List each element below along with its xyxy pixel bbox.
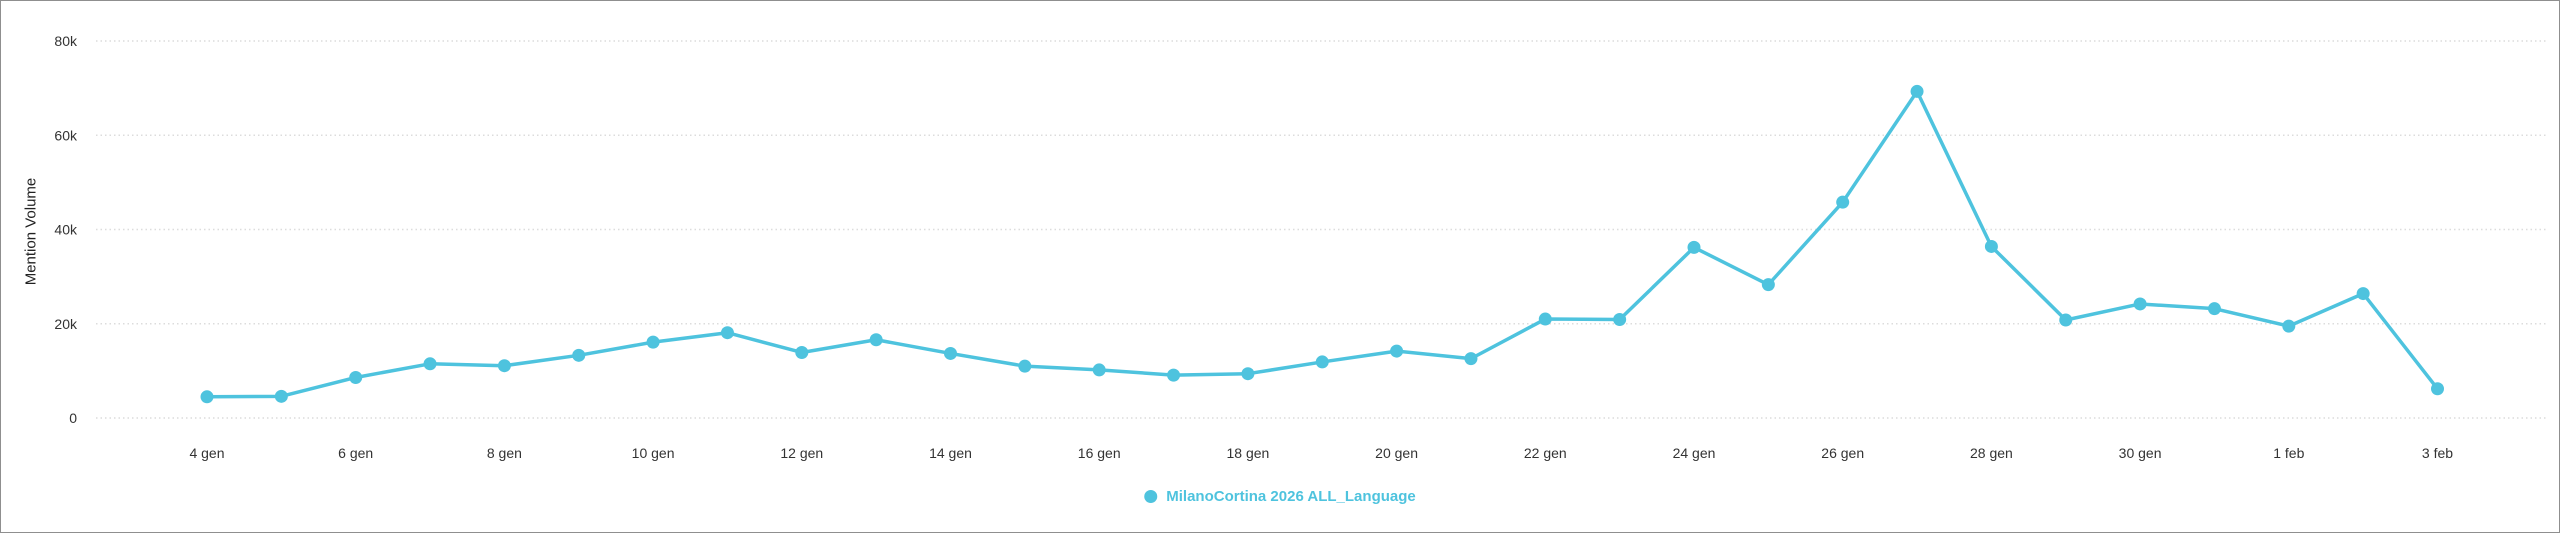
data-point-marker[interactable] — [1464, 352, 1478, 366]
data-point-marker[interactable] — [1613, 313, 1627, 327]
data-point-marker[interactable] — [2282, 319, 2296, 333]
data-point-marker[interactable] — [1092, 363, 1106, 377]
data-point-marker[interactable] — [2356, 287, 2370, 301]
data-point-marker[interactable] — [1538, 312, 1552, 326]
data-point-marker[interactable] — [1018, 359, 1032, 373]
data-point-marker[interactable] — [1315, 355, 1329, 369]
x-tick-label: 24 gen — [1673, 445, 1716, 461]
legend-series-label: MilanoCortina 2026 ALL_Language — [1166, 488, 1416, 505]
x-tick-label: 30 gen — [2119, 445, 2162, 461]
x-tick-label: 3 feb — [2422, 445, 2453, 461]
data-point-marker[interactable] — [2133, 297, 2147, 311]
data-point-marker[interactable] — [572, 348, 586, 362]
x-tick-label: 14 gen — [929, 445, 972, 461]
legend-series-dot-icon — [1144, 490, 1158, 503]
data-point-marker[interactable] — [1836, 195, 1850, 209]
x-tick-label: 18 gen — [1226, 445, 1269, 461]
data-point-marker[interactable] — [646, 335, 660, 349]
data-point-marker[interactable] — [2207, 302, 2221, 316]
x-tick-label: 12 gen — [780, 445, 823, 461]
data-point-marker[interactable] — [1761, 278, 1775, 292]
x-tick-label: 8 gen — [487, 445, 522, 461]
data-point-marker[interactable] — [795, 345, 809, 359]
data-point-marker[interactable] — [1241, 367, 1255, 381]
x-tick-label: 16 gen — [1078, 445, 1121, 461]
y-tick-label: 60k — [54, 127, 78, 143]
data-point-marker[interactable] — [423, 357, 437, 371]
data-point-marker[interactable] — [200, 390, 214, 404]
data-point-marker[interactable] — [1910, 84, 1924, 98]
data-point-marker[interactable] — [1984, 239, 1998, 253]
x-tick-label: 10 gen — [632, 445, 675, 461]
data-point-marker[interactable] — [1390, 344, 1404, 358]
y-axis-title: Mention Volume — [22, 177, 40, 286]
data-point-marker[interactable] — [349, 370, 363, 384]
x-tick-label: 22 gen — [1524, 445, 1567, 461]
y-tick-label: 40k — [54, 222, 78, 238]
x-tick-label: 4 gen — [189, 445, 224, 461]
legend-item-milanocortina[interactable]: MilanoCortina 2026 ALL_Language — [1144, 488, 1416, 505]
x-tick-label: 26 gen — [1821, 445, 1864, 461]
data-point-marker[interactable] — [869, 333, 883, 347]
y-tick-label: 0 — [69, 410, 77, 426]
data-point-marker[interactable] — [2431, 382, 2444, 396]
y-tick-label: 20k — [54, 316, 78, 332]
data-point-marker[interactable] — [720, 326, 734, 340]
data-point-marker[interactable] — [944, 346, 957, 360]
x-tick-label: 28 gen — [1970, 445, 2013, 461]
data-point-marker[interactable] — [1167, 368, 1181, 382]
x-tick-label: 6 gen — [338, 445, 373, 461]
x-tick-label: 20 gen — [1375, 445, 1418, 461]
series-line — [205, 89, 2440, 399]
data-point-marker[interactable] — [2059, 313, 2073, 327]
data-point-marker[interactable] — [274, 389, 288, 403]
x-tick-label: 1 feb — [2273, 445, 2304, 461]
data-point-marker[interactable] — [497, 359, 511, 373]
y-tick-label: 80k — [54, 33, 78, 49]
data-point-marker[interactable] — [1687, 240, 1701, 254]
